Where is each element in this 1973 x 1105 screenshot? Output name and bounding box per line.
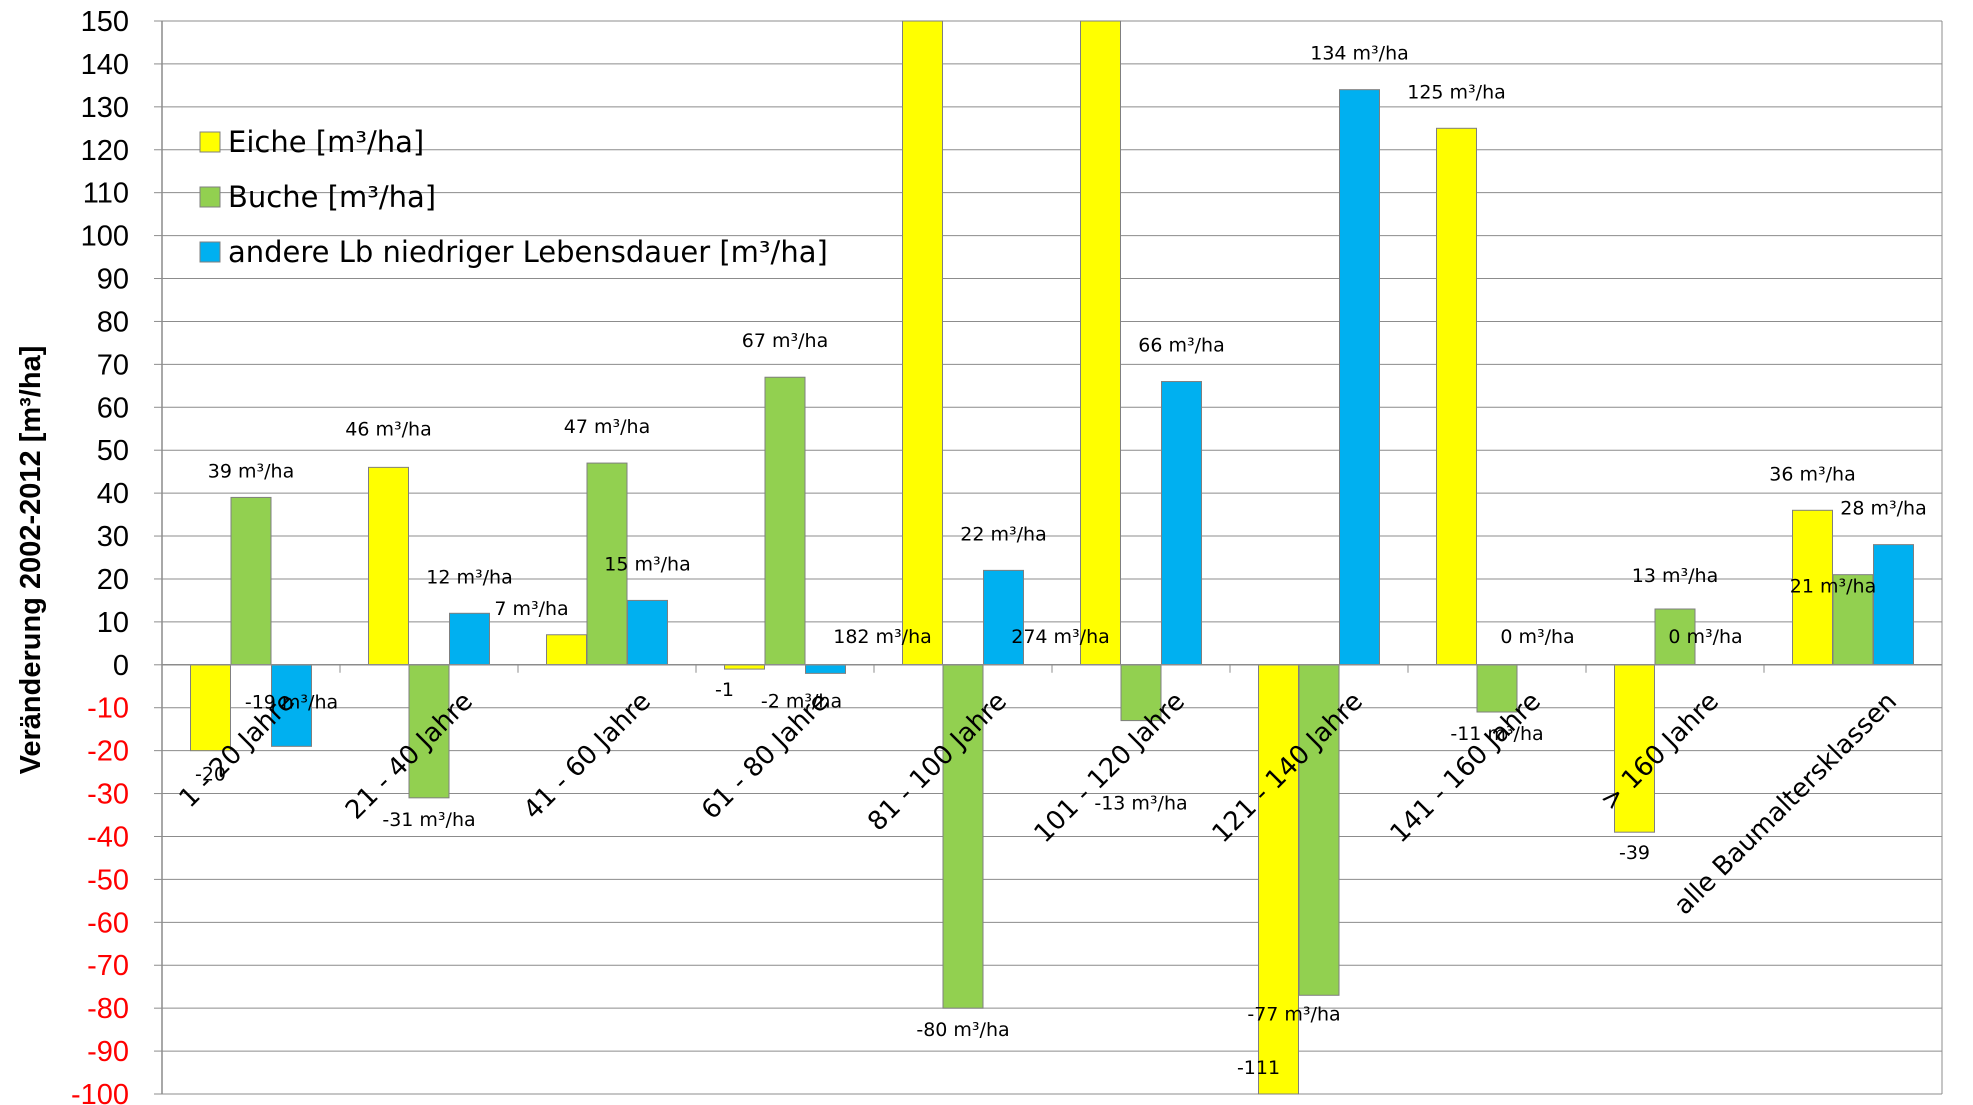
data-label: 7 m³/ha <box>494 598 568 620</box>
y-axis-label: Veränderung 2002-2012 [m³/ha] <box>15 346 47 775</box>
bar-eiche <box>1792 509 1833 666</box>
bar-eiche <box>546 634 587 666</box>
data-label: -31 m³/ha <box>382 809 475 831</box>
data-label: 182 m³/ha <box>833 626 932 648</box>
legend: Eiche [m³/ha] Buche [m³/ha] andere Lb nied… <box>199 125 828 269</box>
data-label: -11 m³/ha <box>1450 723 1543 745</box>
data-label: 39 m³/ha <box>208 460 294 482</box>
data-label: 47 m³/ha <box>564 416 650 438</box>
data-label: 12 m³/ha <box>426 566 512 588</box>
y-tick-label: 0 <box>113 650 129 682</box>
bar-andere-lb <box>1873 544 1914 666</box>
y-tick-label: 10 <box>97 607 129 639</box>
legend-label: andere Lb niedriger Lebensdauer [m³/ha] <box>228 235 828 269</box>
data-label: -111 <box>1237 1057 1280 1079</box>
bar-eiche <box>1614 664 1655 833</box>
y-tick-label: -20 <box>87 736 129 768</box>
y-tick-label: -90 <box>87 1036 129 1068</box>
data-labels: -20 46 m³/ha 7 m³/ha -1 182 m³/ha 274 m³/ha -1… <box>195 43 1927 1079</box>
data-label: 274 m³/ha <box>1011 626 1110 648</box>
data-label: -39 <box>1619 842 1650 864</box>
data-label: 67 m³/ha <box>742 330 828 352</box>
data-label: 0 m³/ha <box>1668 626 1742 648</box>
bars <box>190 20 1914 1095</box>
bar-andere-lb <box>627 599 668 666</box>
bar-buche <box>1832 574 1874 666</box>
bar-eiche <box>368 466 409 666</box>
legend-label: Eiche [m³/ha] <box>228 125 424 159</box>
data-label: -1 <box>715 679 734 701</box>
data-label: 22 m³/ha <box>960 523 1046 545</box>
bar-buche <box>942 664 984 1009</box>
data-label: 134 m³/ha <box>1310 43 1409 65</box>
legend-swatch <box>199 241 221 263</box>
data-label: -13 m³/ha <box>1094 793 1187 815</box>
data-label: 46 m³/ha <box>345 418 431 440</box>
y-tick-label: 130 <box>81 92 129 124</box>
data-label: -19 m³/ha <box>245 691 338 713</box>
y-tick-label: 80 <box>97 306 129 338</box>
y-tick-label: -50 <box>87 864 129 896</box>
y-tick-label: 110 <box>83 178 129 210</box>
bar-eiche <box>190 664 231 752</box>
y-tick-label: 30 <box>97 521 129 553</box>
bar-eiche <box>1258 664 1299 1095</box>
data-label: 15 m³/ha <box>604 553 690 575</box>
y-tick-label: -60 <box>87 907 129 939</box>
data-label: 66 m³/ha <box>1138 335 1224 357</box>
data-label: 36 m³/ha <box>1769 463 1855 485</box>
y-tick-label: 50 <box>97 435 129 467</box>
bar-andere-lb <box>1339 89 1380 666</box>
bar-buche <box>1476 664 1518 713</box>
y-tick-labels: -100-90-80-70-60-50-40-30-20-10010203040… <box>71 6 129 1105</box>
y-tick-label: -100 <box>71 1079 129 1105</box>
bar-buche <box>586 462 628 666</box>
y-tick-label: -30 <box>87 779 129 811</box>
bar-buche <box>1654 608 1696 666</box>
axes <box>154 20 1943 1095</box>
data-label: 13 m³/ha <box>1632 565 1718 587</box>
y-tick-label: 40 <box>97 478 129 510</box>
y-tick-label: 100 <box>81 221 129 253</box>
y-tick-label: 150 <box>81 6 129 38</box>
bar-buche <box>1120 664 1162 722</box>
data-label: -2 m³/ha <box>761 690 842 712</box>
legend-swatch <box>199 131 221 153</box>
y-tick-label: 120 <box>81 135 129 167</box>
y-tick-label: 140 <box>81 49 129 81</box>
bar-buche <box>1298 664 1340 996</box>
data-label: -80 m³/ha <box>916 1019 1009 1041</box>
data-label: 125 m³/ha <box>1407 81 1506 103</box>
bar-eiche <box>1080 20 1121 666</box>
bar-andere-lb <box>449 612 490 666</box>
data-label: 21 m³/ha <box>1790 576 1876 598</box>
bar-andere-lb <box>983 569 1024 666</box>
bar-buche <box>230 496 272 666</box>
y-tick-label: 60 <box>97 392 129 424</box>
data-label: -77 m³/ha <box>1247 1003 1340 1025</box>
y-tick-label: 70 <box>97 349 129 381</box>
bar-andere-lb <box>1161 381 1202 666</box>
y-tick-label: -70 <box>87 950 129 982</box>
y-tick-label: -80 <box>87 993 129 1025</box>
data-label: 0 m³/ha <box>1500 626 1574 648</box>
legend-swatch <box>199 186 221 208</box>
bar-eiche <box>902 20 943 666</box>
bar-andere-lb <box>805 664 846 674</box>
y-tick-label: 20 <box>97 564 129 596</box>
bar-buche <box>408 664 450 799</box>
bar-eiche <box>1436 127 1477 666</box>
y-tick-label: -40 <box>87 821 129 853</box>
data-label: -20 <box>195 764 226 786</box>
y-tick-label: 90 <box>97 264 129 296</box>
bar-buche <box>764 376 806 666</box>
y-tick-label: -10 <box>87 693 129 725</box>
legend-label: Buche [m³/ha] <box>228 180 436 214</box>
bar-andere-lb <box>271 664 312 747</box>
data-label: 28 m³/ha <box>1840 498 1926 520</box>
